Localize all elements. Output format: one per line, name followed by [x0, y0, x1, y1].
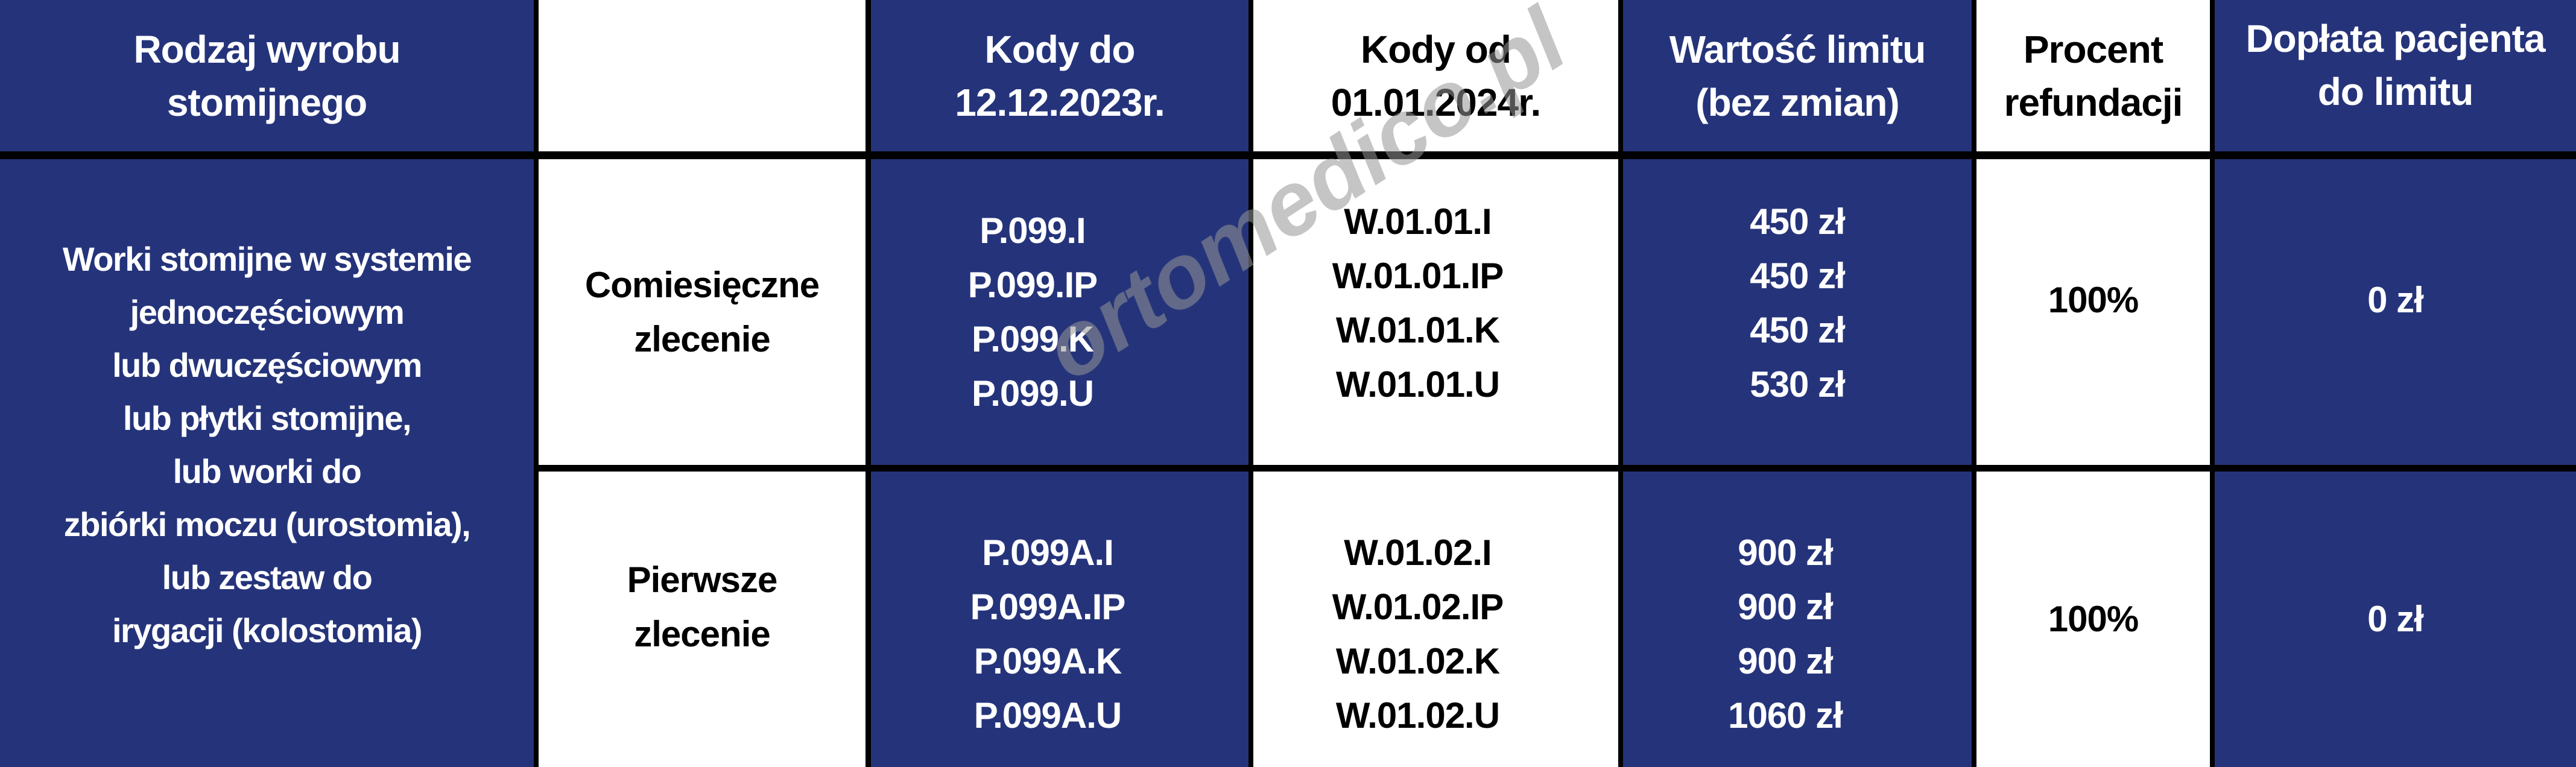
header-text: Rodzaj wyrobu: [133, 27, 400, 71]
row-2-order-type: Pierwsze zlecenie: [539, 472, 866, 767]
order-text: Comiesięczne: [584, 264, 820, 305]
product-line: lub zestaw do: [162, 558, 373, 596]
row-2-copay: 0 zł: [2215, 472, 2576, 767]
limit-value: 530 zł: [1750, 364, 1845, 405]
header-text: 01.01.2024r.: [1331, 80, 1541, 124]
limit-value: 900 zł: [1738, 587, 1833, 627]
row-1-codes-new: W.01.01.I W.01.01.IP W.01.01.K W.01.01.U: [1253, 159, 1618, 465]
row-1-order-type: Comiesięczne zlecenie: [539, 159, 866, 465]
product-line: zbiórki moczu (urostomia),: [63, 505, 471, 543]
limit-value: 450 zł: [1750, 309, 1845, 350]
header-codes-old: Kody do 12.12.2023r.: [871, 0, 1248, 151]
header-text: Wartość limitu: [1669, 27, 1926, 71]
code: W.01.02.K: [1335, 641, 1500, 681]
header-text: stomijnego: [166, 80, 367, 124]
limit-value: 1060 zł: [1728, 695, 1843, 736]
limit-value: 450 zł: [1750, 201, 1845, 242]
header-text: refundacji: [2004, 80, 2183, 124]
header-text: (bez zmian): [1695, 80, 1899, 124]
limit-value: 900 zł: [1738, 641, 1833, 681]
code: P.099.IP: [967, 264, 1098, 305]
code: P.099A.U: [973, 695, 1122, 736]
code: P.099A.IP: [970, 587, 1126, 627]
header-text: Kody do: [984, 27, 1136, 71]
header-text: do limitu: [2317, 70, 2474, 113]
code: P.099.U: [971, 373, 1094, 414]
header-text: Kody od: [1361, 27, 1511, 71]
header-limit: Wartość limitu (bez zmian): [1623, 0, 1972, 151]
row-2-refund: 100%: [1976, 472, 2210, 767]
code: W.01.01.I: [1344, 201, 1492, 242]
row-1-refund: 100%: [1976, 159, 2210, 465]
code: P.099.I: [979, 210, 1086, 251]
order-text: Pierwsze: [627, 560, 778, 600]
row-2-limits: 900 zł 900 zł 900 zł 1060 zł: [1623, 472, 1972, 767]
order-text: zlecenie: [634, 614, 770, 654]
order-text: zlecenie: [634, 318, 770, 359]
product-line: lub worki do: [172, 452, 362, 490]
code: P.099A.I: [982, 532, 1114, 573]
product-line: irygacji (kolostomia): [112, 611, 423, 649]
header-text: Procent: [2023, 27, 2163, 71]
row-1-codes-old: P.099.I P.099.IP P.099.K P.099.U: [871, 159, 1248, 465]
code: W.01.01.IP: [1332, 255, 1504, 296]
product-line: Worki stomijne w systemie: [62, 240, 472, 278]
code: P.099.K: [971, 318, 1094, 359]
product-description: Worki stomijne w systemie jednoczęściowy…: [0, 159, 534, 767]
row-2-codes-old: P.099A.I P.099A.IP P.099A.K P.099A.U: [871, 472, 1248, 767]
row-1-copay: 0 zł: [2215, 159, 2576, 465]
code: W.01.02.I: [1344, 532, 1492, 573]
header-product-type: Rodzaj wyrobu stomijnego: [0, 0, 534, 151]
copay-value: 0 zł: [2367, 279, 2424, 320]
header-text: Dopłata pacjenta: [2245, 17, 2545, 60]
header-copay: Dopłata pacjenta do limitu: [2215, 0, 2576, 151]
code: W.01.01.U: [1335, 364, 1500, 405]
code: W.01.02.IP: [1332, 587, 1504, 627]
limit-value: 900 zł: [1738, 532, 1833, 573]
product-line: jednoczęściowym: [130, 293, 405, 331]
header-text: 12.12.2023r.: [955, 80, 1165, 124]
product-line: lub dwuczęściowym: [112, 346, 422, 384]
header-codes-new: Kody od 01.01.2024r.: [1253, 0, 1618, 151]
code: P.099A.K: [973, 641, 1122, 681]
product-line: lub płytki stomijne,: [122, 399, 412, 437]
code: W.01.01.K: [1335, 309, 1500, 350]
refund-value: 100%: [2048, 279, 2139, 320]
code: W.01.02.U: [1335, 695, 1500, 736]
header-refund: Procent refundacji: [1976, 0, 2210, 151]
limit-value: 450 zł: [1750, 255, 1845, 296]
row-1-limits: 450 zł 450 zł 450 zł 530 zł: [1623, 159, 1972, 465]
copay-value: 0 zł: [2367, 599, 2424, 639]
row-2-codes-new: W.01.02.I W.01.02.IP W.01.02.K W.01.02.U: [1253, 472, 1618, 767]
refund-value: 100%: [2048, 599, 2139, 639]
header-order-type: [539, 0, 866, 151]
